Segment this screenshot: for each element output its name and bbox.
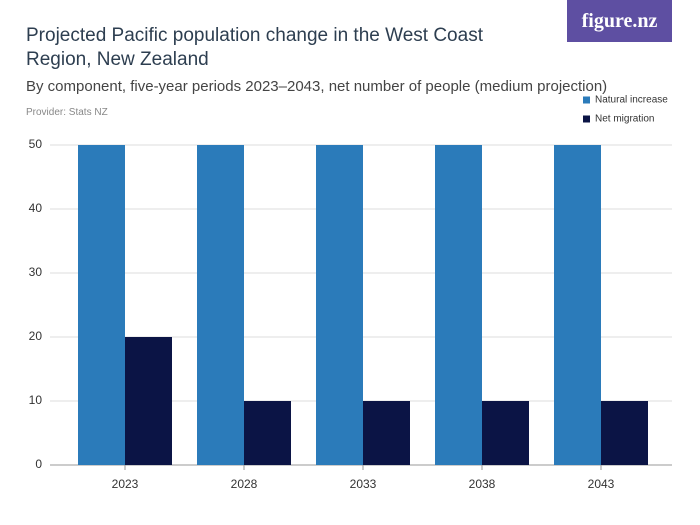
bar (78, 145, 125, 465)
x-tick-label: 2043 (588, 477, 615, 491)
legend-swatch (583, 115, 590, 123)
bar (125, 337, 172, 465)
chart-title: Projected Pacific population change in t… (26, 25, 483, 70)
bar (363, 401, 410, 465)
source: Provider: Stats NZ (26, 107, 108, 118)
bar (244, 401, 291, 465)
legend-label: Natural increase (595, 95, 668, 106)
chart-subtitle: By component, five-year periods 2023–204… (26, 78, 608, 95)
bar (554, 145, 601, 465)
y-tick-label: 20 (29, 329, 43, 343)
bar (316, 145, 363, 465)
bar (197, 145, 244, 465)
y-tick-label: 10 (29, 393, 43, 407)
x-tick-label: 2028 (231, 477, 258, 491)
y-tick-label: 0 (35, 457, 42, 471)
x-tick-label: 2033 (350, 477, 377, 491)
bar (482, 401, 529, 465)
legend-label: Net migration (595, 114, 654, 125)
x-tick-label: 2023 (112, 477, 139, 491)
y-tick-label: 30 (29, 265, 43, 279)
y-tick-label: 40 (29, 201, 43, 215)
x-tick-label: 2038 (469, 477, 496, 491)
y-tick-label: 50 (29, 137, 43, 151)
bar (435, 145, 482, 465)
legend-swatch (583, 96, 590, 104)
brand-logo: figure.nz (567, 0, 672, 42)
bar (601, 401, 648, 465)
